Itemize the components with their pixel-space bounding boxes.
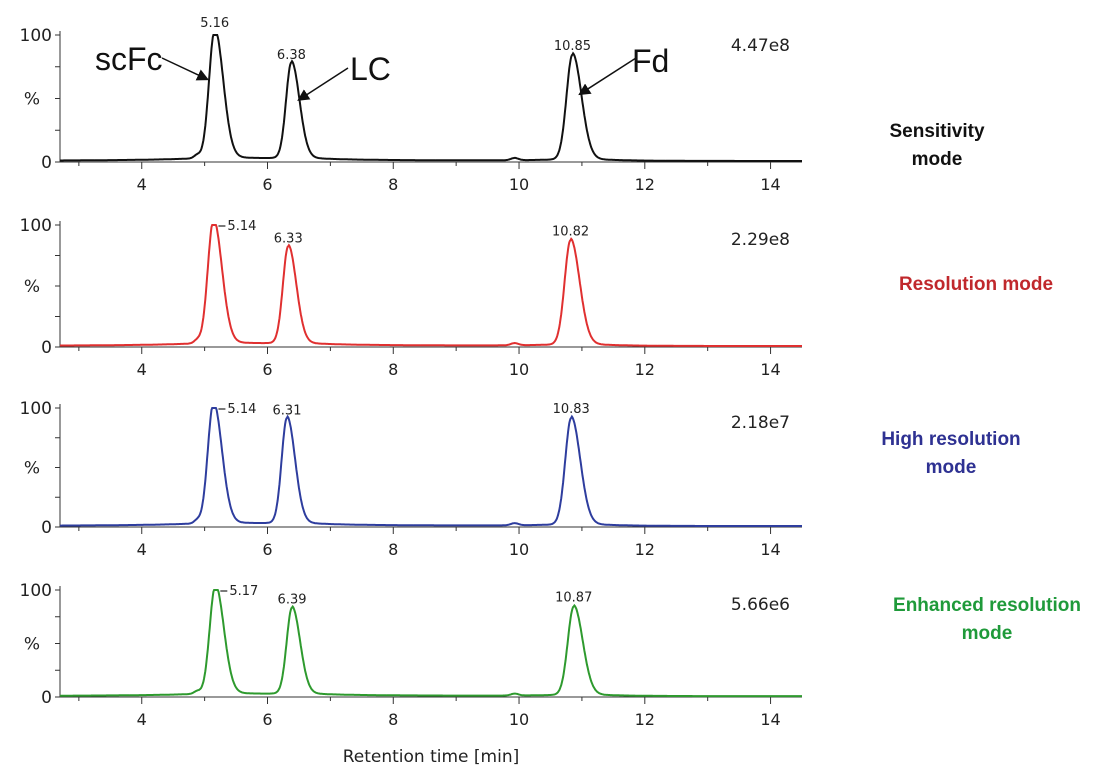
panel-2-x-tick-label: 10	[509, 360, 529, 379]
mode-label-high-resolution-line2: mode	[925, 456, 977, 478]
panel-1-peak-label: 10.85	[554, 39, 591, 54]
panel-4-peak-label: 10.87	[555, 590, 592, 605]
annotation-arrow	[578, 57, 637, 96]
panel-1-x-tick-label: 6	[262, 175, 272, 194]
panel-2-x-tick-label: 6	[262, 360, 272, 379]
panel-2-x-tick-label: 4	[137, 360, 147, 379]
panel-4-y-tick-label: 0	[41, 688, 52, 708]
panel-1-x-tick-label: 8	[388, 175, 398, 194]
panel-1-peak-label: 5.16	[200, 16, 229, 31]
panel-1-x-tick-label: 4	[137, 175, 147, 194]
panel-3-peak-label: 10.83	[553, 402, 590, 417]
panel-2-peak-label: 5.14	[227, 219, 256, 234]
panel-3-peak-label: 6.31	[273, 403, 302, 418]
panel-1-peak-label: 6.38	[277, 48, 306, 63]
mode-label-enhanced-resolution: Enhanced resolution mode	[862, 592, 1112, 647]
panel-2-x-tick-label: 8	[388, 360, 398, 379]
panel-2-peak-label: 6.33	[274, 232, 303, 247]
panel-1-y-axis-label: %	[24, 90, 40, 110]
mode-label-enhanced-resolution-line2: mode	[961, 622, 1013, 644]
panel-3-y-tick-label: 100	[20, 399, 52, 419]
panel-3-y-tick-label: 0	[41, 518, 52, 538]
panel-3-y-axis-label: %	[24, 459, 40, 479]
mode-label-high-resolution: High resolution mode	[856, 426, 1046, 481]
panel-2-y-axis-label: %	[24, 277, 40, 297]
panel-3-x-tick-label: 6	[262, 540, 272, 559]
panel-2-y-tick-label: 100	[20, 216, 52, 236]
panel-2-x-tick-label: 12	[635, 360, 655, 379]
panel-4-y-tick-label: 100	[20, 581, 52, 601]
panel-1-series-line	[60, 34, 802, 162]
panel-4-peak-label: 6.39	[278, 592, 307, 607]
mode-label-sensitivity-line1: Sensitivity mode	[889, 121, 985, 170]
annotation-label: Fd	[632, 43, 669, 79]
panel-1-x-tick-label: 14	[760, 175, 780, 194]
panel-3-x-tick-label: 12	[635, 540, 655, 559]
panel-3-x-tick-label: 8	[388, 540, 398, 559]
panel-2-peak-label: 10.82	[552, 224, 589, 239]
panel-4-x-tick-label: 6	[262, 710, 272, 729]
panel-3-intensity-label: 2.18e7	[731, 413, 790, 433]
panel-2-series-line	[60, 224, 802, 347]
x-axis-label: Retention time [min]	[343, 747, 520, 767]
panel-4-x-tick-label: 8	[388, 710, 398, 729]
panel-2-intensity-label: 2.29e8	[731, 230, 790, 250]
panel-1-y-tick-label: 100	[20, 26, 52, 46]
panel-4-x-tick-label: 12	[635, 710, 655, 729]
panel-3-peak-label: 5.14	[227, 402, 256, 417]
panel-4-x-tick-label: 10	[509, 710, 529, 729]
mode-label-resolution: Resolution mode	[866, 271, 1086, 299]
panel-2-y-tick-label: 0	[41, 338, 52, 358]
annotation-label: scFc	[95, 41, 163, 77]
panel-2-x-tick-label: 14	[760, 360, 780, 379]
annotation-arrow	[297, 67, 349, 101]
panel-4-intensity-label: 5.66e6	[731, 595, 790, 615]
annotation-label: LC	[350, 51, 391, 87]
panel-1-x-tick-label: 10	[509, 175, 529, 194]
panel-3-x-tick-label: 14	[760, 540, 780, 559]
mode-label-high-resolution-line1: High resolution	[881, 429, 1021, 450]
panel-4-series-line	[60, 589, 802, 698]
mode-label-sensitivity: Sensitivity mode	[862, 118, 1012, 173]
panel-1-intensity-label: 4.47e8	[731, 36, 790, 56]
mode-label-enhanced-resolution-line1: Enhanced resolution	[893, 595, 1081, 616]
panel-4-x-tick-label: 14	[760, 710, 780, 729]
mode-label-resolution-line1: Resolution mode	[898, 274, 1054, 295]
panel-4-y-axis-label: %	[24, 635, 40, 655]
panel-3-series-line	[60, 407, 802, 527]
panel-1-y-tick-label: 0	[41, 153, 52, 173]
panel-1-x-tick-label: 12	[635, 175, 655, 194]
panel-4-x-tick-label: 4	[137, 710, 147, 729]
panel-3-x-tick-label: 4	[137, 540, 147, 559]
annotation-arrow	[161, 57, 210, 81]
panel-3-x-tick-label: 10	[509, 540, 529, 559]
panel-4-peak-label: 5.17	[229, 584, 258, 599]
